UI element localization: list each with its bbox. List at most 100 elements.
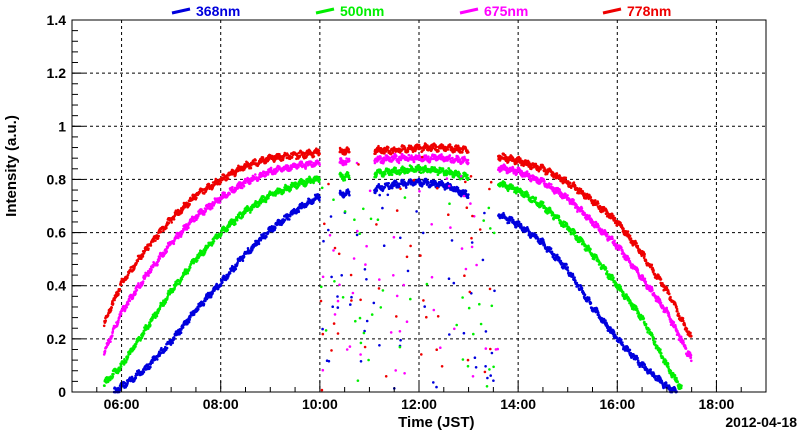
data-point bbox=[417, 177, 421, 181]
series-368nm bbox=[112, 177, 678, 394]
data-point bbox=[318, 178, 321, 181]
data-point bbox=[646, 331, 649, 334]
data-point bbox=[636, 359, 640, 362]
data-point bbox=[157, 259, 160, 262]
data-point bbox=[338, 283, 341, 287]
data-point bbox=[381, 289, 385, 292]
data-point bbox=[399, 236, 402, 240]
data-point bbox=[372, 301, 376, 305]
data-point bbox=[511, 184, 514, 187]
data-point bbox=[333, 280, 336, 283]
data-point bbox=[447, 184, 451, 188]
data-point bbox=[620, 338, 623, 342]
data-point bbox=[427, 155, 430, 158]
data-point bbox=[122, 304, 125, 308]
data-point bbox=[641, 315, 645, 318]
data-point bbox=[289, 188, 293, 192]
data-point bbox=[356, 379, 360, 383]
data-point bbox=[234, 222, 237, 226]
data-point bbox=[575, 281, 579, 285]
data-point bbox=[669, 369, 673, 373]
data-point bbox=[142, 332, 146, 335]
data-point bbox=[165, 346, 169, 350]
data-point bbox=[435, 385, 438, 389]
data-point bbox=[482, 219, 486, 222]
data-point bbox=[406, 269, 410, 273]
data-point bbox=[409, 297, 412, 301]
data-point bbox=[489, 374, 493, 377]
data-point bbox=[165, 250, 168, 253]
data-point bbox=[204, 208, 208, 211]
data-point bbox=[242, 255, 246, 258]
data-point bbox=[346, 171, 350, 175]
data-point bbox=[582, 240, 585, 243]
data-point bbox=[448, 333, 451, 336]
data-point bbox=[164, 300, 168, 304]
data-point bbox=[351, 291, 355, 295]
data-point bbox=[467, 161, 470, 165]
data-point bbox=[566, 266, 569, 269]
data-point bbox=[565, 223, 569, 226]
data-point bbox=[398, 185, 401, 189]
data-point bbox=[447, 277, 451, 281]
data-point bbox=[648, 328, 651, 332]
data-point bbox=[226, 228, 229, 232]
data-point bbox=[515, 225, 518, 229]
data-point bbox=[202, 302, 206, 306]
data-point bbox=[134, 376, 138, 380]
data-point bbox=[353, 218, 356, 221]
data-point bbox=[347, 174, 351, 177]
data-point bbox=[111, 334, 114, 337]
data-point bbox=[249, 181, 252, 185]
data-point bbox=[460, 247, 464, 250]
data-point bbox=[459, 174, 463, 178]
data-point bbox=[265, 235, 268, 238]
data-point bbox=[558, 256, 561, 260]
data-point bbox=[492, 379, 495, 383]
data-point bbox=[166, 295, 169, 299]
data-point bbox=[466, 158, 470, 162]
data-point bbox=[445, 177, 449, 180]
data-point bbox=[526, 191, 529, 195]
data-point bbox=[534, 196, 538, 200]
data-point bbox=[458, 172, 461, 176]
data-point bbox=[348, 176, 351, 180]
data-point bbox=[283, 218, 287, 222]
data-point bbox=[134, 345, 137, 348]
data-point bbox=[680, 384, 683, 388]
data-point bbox=[490, 351, 494, 355]
data-point bbox=[528, 230, 531, 234]
data-point bbox=[432, 308, 436, 312]
data-point bbox=[112, 372, 115, 376]
data-point bbox=[387, 182, 391, 185]
data-point bbox=[484, 330, 488, 333]
data-point bbox=[597, 224, 600, 228]
data-point bbox=[365, 244, 368, 248]
data-point bbox=[103, 349, 107, 353]
data-point bbox=[200, 208, 203, 211]
data-point bbox=[262, 195, 265, 198]
data-point bbox=[327, 359, 331, 363]
data-point bbox=[566, 194, 569, 197]
data-point bbox=[450, 239, 454, 242]
data-point bbox=[394, 166, 398, 170]
data-point bbox=[111, 375, 115, 378]
data-point bbox=[124, 307, 127, 311]
data-point bbox=[142, 370, 146, 374]
data-point bbox=[384, 172, 387, 176]
data-point bbox=[587, 245, 590, 249]
data-point bbox=[557, 215, 561, 219]
data-point bbox=[427, 182, 430, 185]
data-point bbox=[346, 188, 350, 191]
data-point bbox=[622, 292, 625, 295]
data-point bbox=[471, 375, 475, 378]
data-point bbox=[537, 237, 540, 241]
data-point bbox=[527, 193, 530, 197]
data-point bbox=[119, 312, 123, 316]
data-point bbox=[389, 331, 393, 334]
data-point bbox=[609, 326, 612, 329]
data-point bbox=[373, 161, 377, 165]
data-point bbox=[425, 282, 429, 286]
data-point bbox=[419, 171, 423, 174]
data-point bbox=[257, 242, 261, 246]
